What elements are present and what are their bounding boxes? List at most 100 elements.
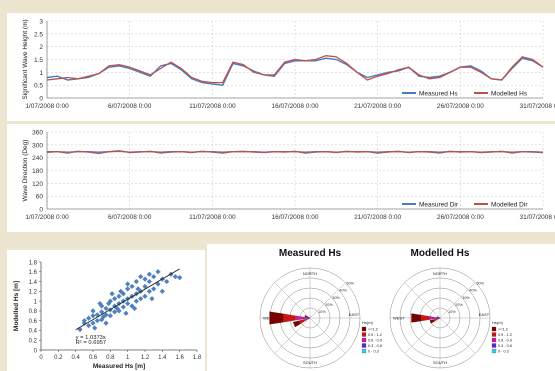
measured-rose-wedge-segment xyxy=(283,313,296,323)
dir-y-tick-label: 300 xyxy=(32,142,43,149)
scatter-y-tick-label: 0.4 xyxy=(29,329,38,335)
scatter-x-tick-label: 1.8 xyxy=(193,355,202,361)
scatter-x-tick-label: 0.4 xyxy=(71,355,80,361)
scatter-point xyxy=(120,291,126,297)
measured-rose-wedge-segment xyxy=(292,320,301,328)
hs-legend-label: Modelled Hs xyxy=(491,91,528,98)
hs-y-tick-label: 0 xyxy=(39,96,43,103)
scatter-point xyxy=(151,286,157,292)
modelled-rose-wedge-segment xyxy=(421,314,430,322)
measured-rose-legend-swatch xyxy=(361,343,367,348)
modelled-rose-legend-label: 0.9 - 1.2 xyxy=(498,333,512,337)
modelled-rose-compass-west: WEST xyxy=(393,316,405,321)
measured-rose-legend-label: 0.6 - 0.9 xyxy=(368,339,382,343)
modelled-rose-legend-title: Hs(m) xyxy=(492,320,504,325)
measured-rose-compass-west: WEST xyxy=(263,316,275,321)
scatter-point xyxy=(116,293,122,299)
measured-rose-legend-swatch xyxy=(361,348,367,354)
scatter-y-axis-label: Modelled Hs [m] xyxy=(13,281,20,331)
modelled-rose-legend-swatch xyxy=(491,326,497,332)
scatter-point xyxy=(146,278,152,285)
scatter-point xyxy=(90,313,96,319)
hs-scatter-chart: 0 0.2 0.4 0.6 0.8 1 1.2 1.4 1.6 1.8 0 0.2 0.4 0.6 0.8 1… xyxy=(7,250,205,371)
wave-rose-svg: Measured Hs 10% 20% 30% 40% 50% NORTH EAST SOUTH… xyxy=(259,248,512,369)
scatter-x-tick-label: 1.6 xyxy=(175,355,184,361)
measured-rose-legend-label: 0.9 - 1.2 xyxy=(368,333,382,337)
modelled-rose-ring-label: 30% xyxy=(462,296,470,300)
scatter-point xyxy=(151,274,157,280)
dir-y-tick-label: 60 xyxy=(36,194,44,201)
scatter-point xyxy=(90,320,96,326)
measured-rose-legend-swatch xyxy=(361,337,367,343)
measured-rose-wedge-segment xyxy=(304,314,308,318)
scatter-y-tick-label: 1 xyxy=(34,299,38,305)
hs-y-tick-label: 3 xyxy=(39,19,43,26)
scatter-x-tick-label: 0.6 xyxy=(89,355,98,361)
scatter-equation-label: y = 1.0373x xyxy=(76,335,106,341)
hs-x-tick-label: 21/07/2008 0:00 xyxy=(354,103,401,110)
measured-rose-ring-label: 10% xyxy=(318,310,326,314)
scatter-y-tick-label: 0.2 xyxy=(29,339,38,345)
measured-rose-spoke xyxy=(274,282,311,319)
hs-x-tick-label: 1/07/2008 0:00 xyxy=(25,103,69,110)
hs-x-tick-label: 16/07/2008 0:00 xyxy=(272,103,319,110)
dir-y-tick-label: 360 xyxy=(32,130,43,137)
dir-y-tick-label: 180 xyxy=(32,168,43,175)
measured-rose-legend-swatch xyxy=(361,332,367,337)
scatter-point xyxy=(164,278,170,285)
scatter-x-tick-label: 0 xyxy=(39,355,43,361)
wave-height-timeseries-chart: 0 0.5 1 1.5 2 2.5 3 1/07/2008 0:00 6/07/2008 0:0… xyxy=(7,13,555,121)
measured-rose-ring-label: 30% xyxy=(332,296,340,300)
modelled-rose-legend-label: 0 - 0.3 xyxy=(498,350,509,354)
modelled-rose-spoke xyxy=(439,317,476,354)
scatter-x-tick-label: 1 xyxy=(126,355,130,361)
measured-rose-spoke xyxy=(309,317,346,354)
scatter-point xyxy=(138,274,144,280)
measured-rose-spoke xyxy=(309,282,346,319)
modelled-rose-wedge-segment xyxy=(437,316,439,318)
dir-y-tick-label: 120 xyxy=(32,181,43,188)
hs-legend-label: Measured Hs xyxy=(419,91,458,98)
modelled-rose-ring-label: 10% xyxy=(448,310,456,314)
dir-legend-label: Modelled Dir xyxy=(491,202,528,209)
scatter-point xyxy=(103,320,109,326)
modelled-rose-legend-label: 0.3 - 0.6 xyxy=(498,344,512,348)
scatter-point xyxy=(125,286,131,292)
measured-rose-spoke xyxy=(274,317,311,354)
modelled-rose-legend-label: >=1.2 xyxy=(498,328,508,332)
scatter-point xyxy=(94,318,100,324)
scatter-y-tick-label: 0 xyxy=(34,348,38,354)
hs-y-axis-label: Significant Wave Height (m) xyxy=(22,19,29,99)
scatter-x-tick-label: 1.4 xyxy=(158,355,167,361)
scatter-y-tick-label: 0.6 xyxy=(29,319,38,325)
hs-y-tick-label: 0.5 xyxy=(34,83,43,90)
scatter-x-axis-label: Measured Hs [m] xyxy=(93,363,145,370)
scatter-point xyxy=(123,310,129,316)
scatter-point xyxy=(103,305,109,312)
modelled-rose-compass-south: SOUTH xyxy=(433,360,447,365)
wave-direction-svg: 0 60 120 180 240 300 360 1/07/2008 0:00 6/07/200… xyxy=(22,130,555,222)
scatter-point xyxy=(112,296,118,302)
scatter-point xyxy=(129,303,135,309)
scatter-point xyxy=(149,296,155,302)
dir-x-tick-label: 11/07/2008 0:00 xyxy=(189,214,236,221)
modelled-rose-legend-swatch xyxy=(491,348,497,354)
scatter-point xyxy=(132,305,138,312)
modelled-rose-legend-swatch xyxy=(491,343,497,348)
dir-y-tick-label: 0 xyxy=(39,207,43,214)
measured-rose-ring-label: 20% xyxy=(325,303,333,307)
measured-rose-legend-label: 0 - 0.3 xyxy=(368,350,379,354)
measured-rose-title: Measured Hs xyxy=(279,248,342,259)
scatter-point xyxy=(142,276,148,282)
scatter-trendline xyxy=(75,268,180,331)
scatter-point xyxy=(159,288,165,294)
scatter-r2-label: R² = 0.6957 xyxy=(76,340,106,346)
hs-y-tick-label: 1.5 xyxy=(34,57,43,64)
wave-height-svg: 00.511.522.531/07/2008 0:00 6/07/2008 0:0… xyxy=(22,19,555,111)
measured-rose-wedge-segment xyxy=(269,311,284,325)
modelled-rose-spoke xyxy=(404,282,441,319)
dir-x-tick-label: 21/07/2008 0:00 xyxy=(354,214,401,221)
modelled-rose-spoke xyxy=(404,317,441,354)
modelled-rose-spoke xyxy=(439,282,476,319)
scatter-point xyxy=(86,315,92,321)
